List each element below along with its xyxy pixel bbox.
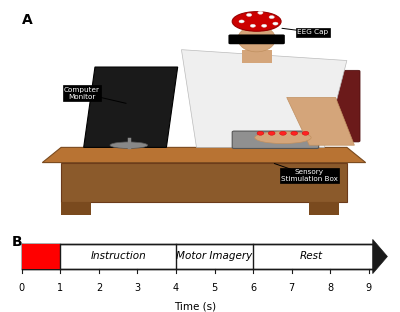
Circle shape (269, 16, 274, 19)
Text: 4: 4 (173, 283, 179, 293)
FancyBboxPatch shape (232, 131, 319, 149)
Ellipse shape (238, 26, 276, 52)
Circle shape (258, 11, 263, 14)
Text: Computer
Monitor: Computer Monitor (64, 87, 100, 100)
Circle shape (280, 131, 286, 135)
Text: 6: 6 (250, 283, 256, 293)
Text: EEG Cap: EEG Cap (298, 29, 329, 35)
Text: 8: 8 (327, 283, 333, 293)
Ellipse shape (232, 12, 281, 31)
Text: Motor Imagery: Motor Imagery (176, 251, 253, 261)
Polygon shape (61, 163, 347, 202)
Ellipse shape (238, 20, 276, 31)
Text: 2: 2 (96, 283, 102, 293)
Polygon shape (42, 147, 366, 163)
Circle shape (257, 131, 264, 135)
Polygon shape (309, 202, 339, 215)
Text: 3: 3 (134, 283, 140, 293)
Polygon shape (182, 50, 347, 147)
Circle shape (302, 131, 309, 135)
Ellipse shape (110, 142, 148, 149)
Text: Instruction: Instruction (90, 251, 146, 261)
Bar (242, 50, 272, 63)
Bar (22, 244, 60, 269)
Circle shape (291, 131, 298, 135)
Circle shape (250, 24, 256, 27)
Polygon shape (61, 202, 91, 215)
Text: 7: 7 (289, 283, 295, 293)
Circle shape (273, 22, 278, 25)
Circle shape (268, 131, 275, 135)
Text: B: B (12, 236, 23, 250)
Circle shape (246, 13, 252, 17)
Polygon shape (287, 97, 354, 145)
Circle shape (239, 20, 244, 23)
Text: 5: 5 (212, 283, 218, 293)
Text: 0: 0 (19, 283, 25, 293)
Text: 1: 1 (57, 283, 64, 293)
Text: Rest: Rest (300, 251, 322, 261)
Polygon shape (84, 67, 178, 147)
Circle shape (262, 24, 267, 27)
Ellipse shape (255, 132, 311, 144)
Text: Sensory
Stimulation Box: Sensory Stimulation Box (281, 169, 338, 182)
FancyBboxPatch shape (334, 70, 360, 142)
Text: A: A (22, 13, 32, 27)
FancyBboxPatch shape (228, 34, 285, 44)
Bar (22, 244, 373, 269)
Text: Time (s): Time (s) (174, 301, 216, 311)
Polygon shape (373, 239, 387, 274)
Text: 9: 9 (366, 283, 372, 293)
